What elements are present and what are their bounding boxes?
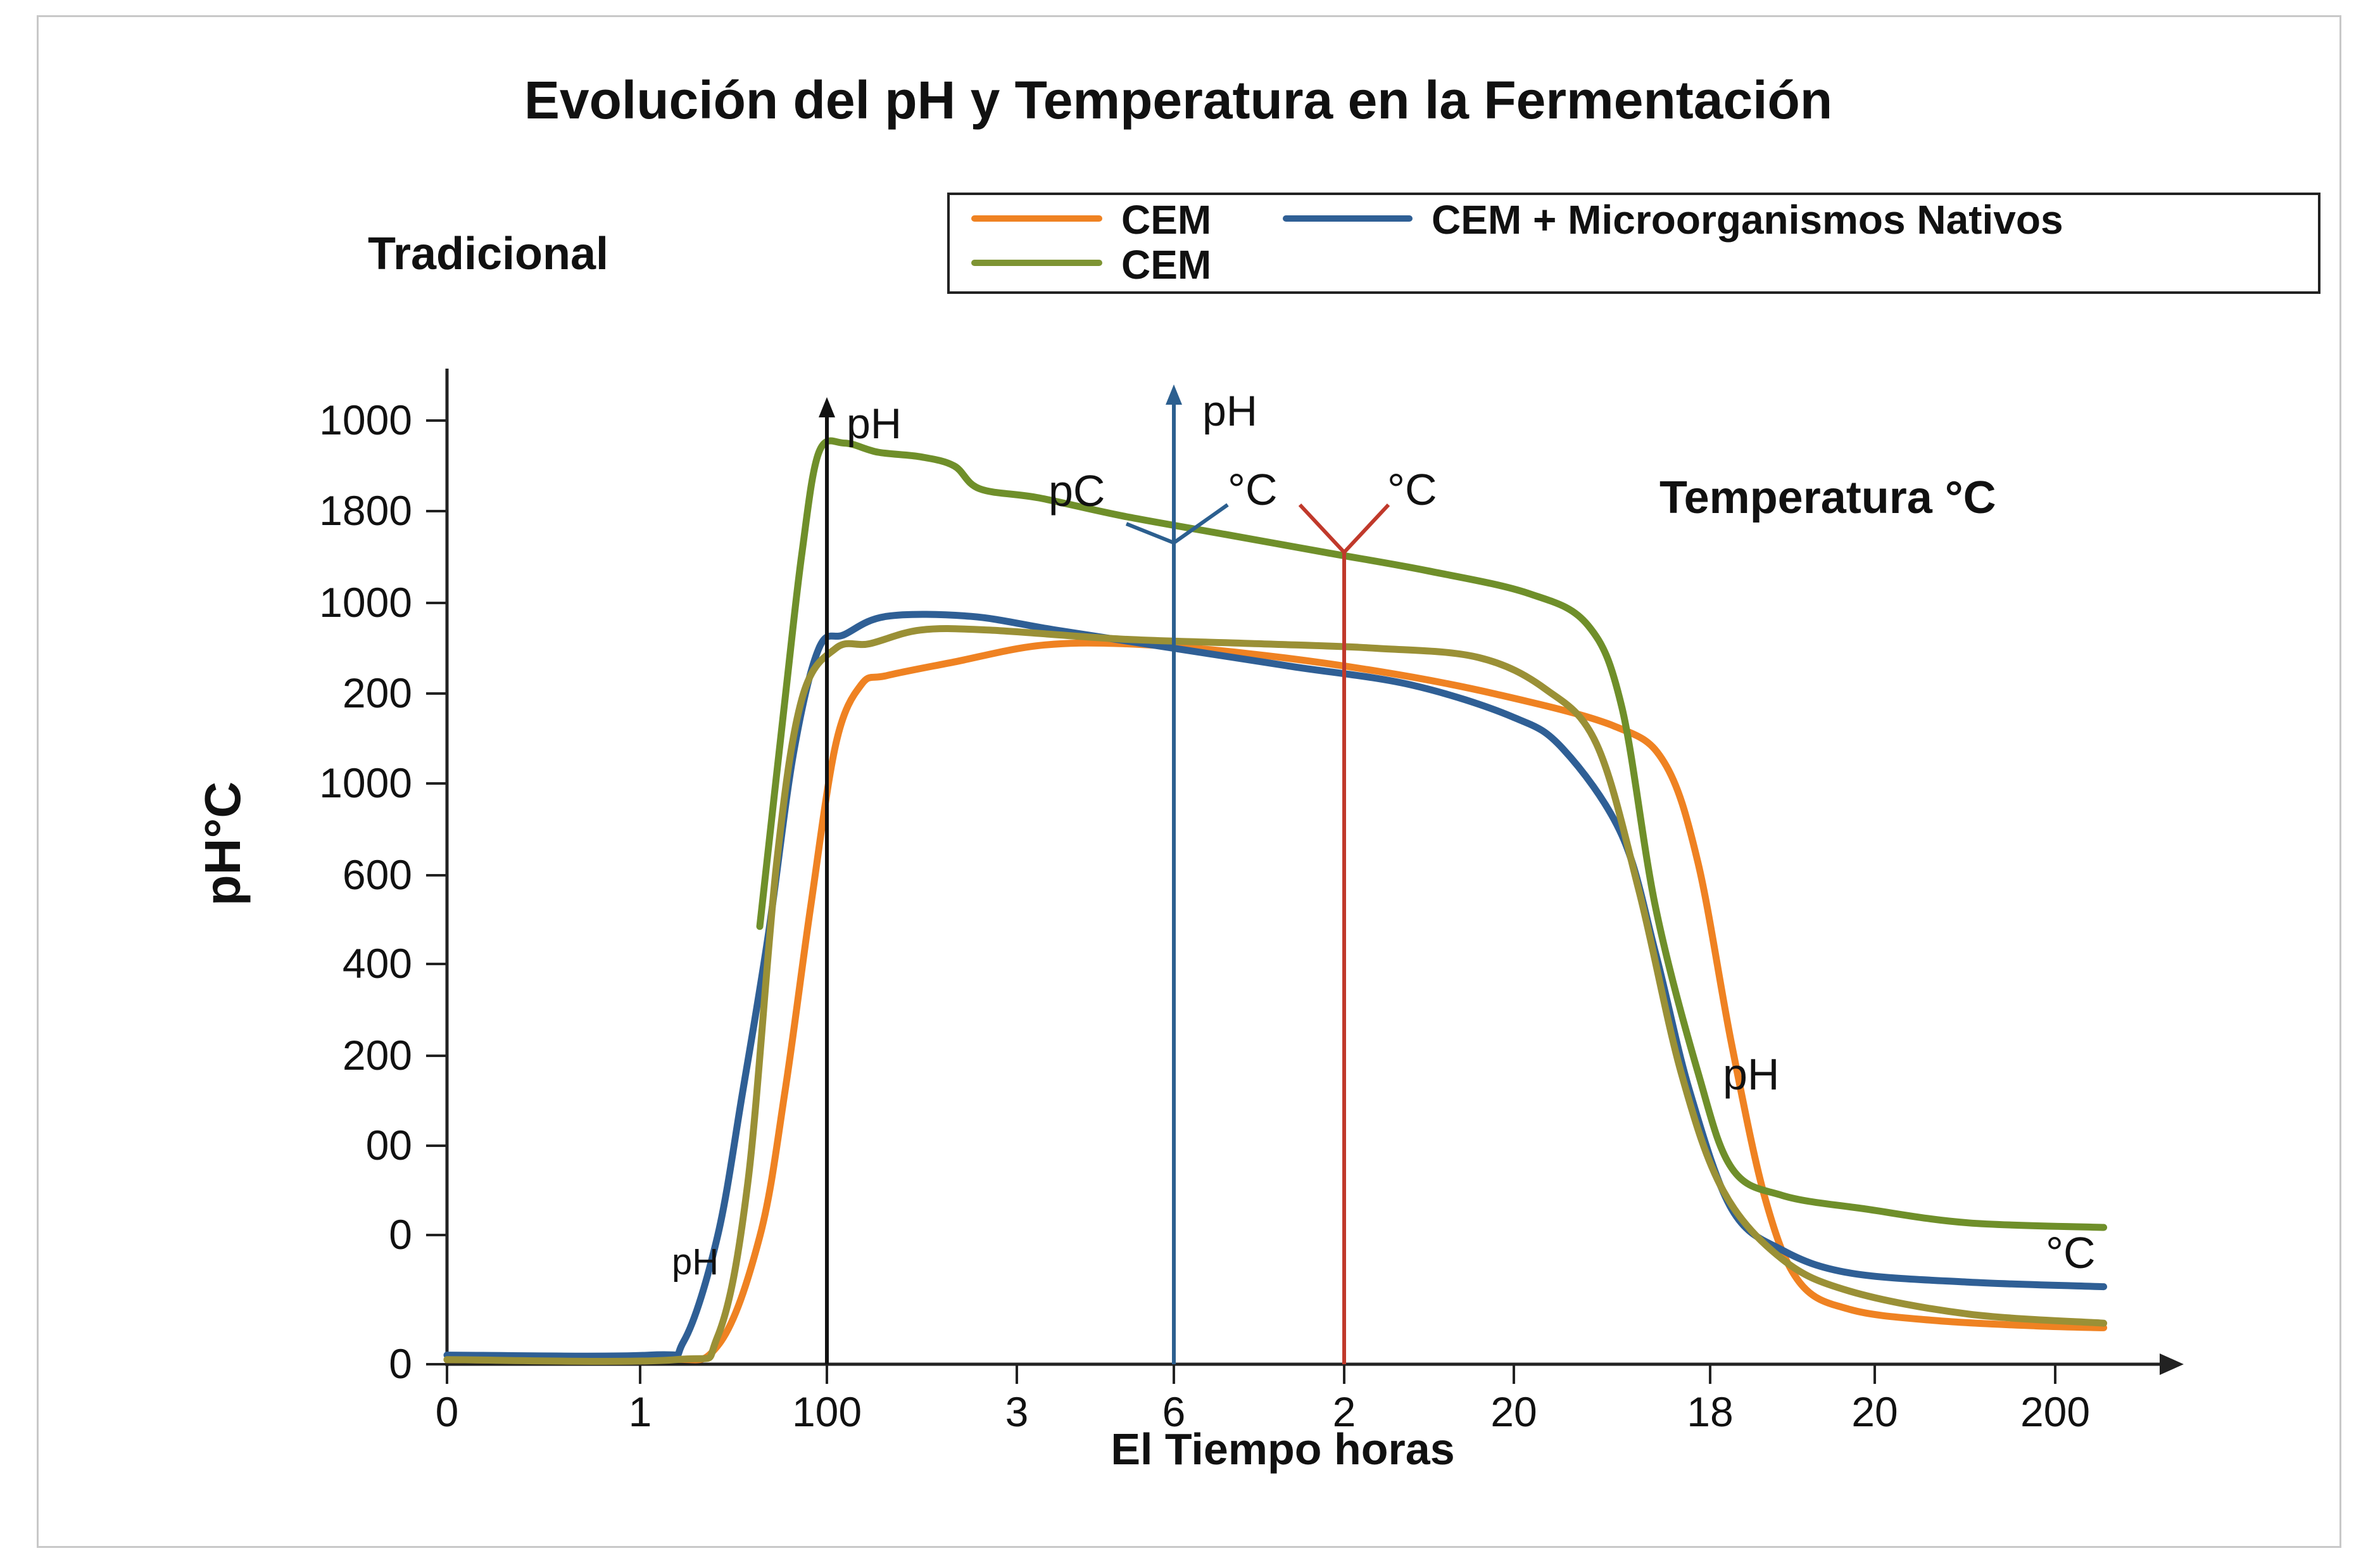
x-tick-label: 2 xyxy=(1333,1388,1356,1435)
series-line-cem-green xyxy=(756,437,2108,1231)
y-tick-label: 1000 xyxy=(319,579,412,626)
y-tick-label: 00 xyxy=(366,1122,412,1169)
marker-label-black: pH xyxy=(847,400,902,448)
y-tick-label: 0 xyxy=(389,1340,412,1387)
legend-label-3: CEM xyxy=(1121,242,1211,288)
x-tick-label: 18 xyxy=(1687,1388,1733,1435)
y-axis-label: pH°C xyxy=(194,782,251,906)
chart-subtitle: Tradicional xyxy=(368,229,608,279)
legend-box xyxy=(947,193,2320,294)
x-tick-label: 0 xyxy=(436,1388,459,1435)
series-layer xyxy=(443,437,2108,1365)
marker-fork-red xyxy=(1298,503,1390,555)
y-tick-label: 0 xyxy=(389,1211,412,1258)
series-line-cem-olive xyxy=(443,625,2108,1365)
chart-frame: Evolución del pH y Temperatura en la Fer… xyxy=(37,15,2341,1548)
legend-label-1: CEM xyxy=(1121,197,1211,243)
annotation-degc-red: °C xyxy=(1387,465,1437,514)
annotations: pH pC °C °C Temperatura °C pH °C xyxy=(672,465,2096,1283)
marker-arrow-black xyxy=(819,397,835,417)
annotation-ph-low: pH xyxy=(672,1241,719,1283)
x-tick-label: 6 xyxy=(1162,1388,1186,1435)
y-tick-label: 600 xyxy=(343,851,412,898)
annotation-ph-right: pH xyxy=(1723,1049,1779,1099)
marker-label-blue: pH xyxy=(1202,387,1257,435)
markers: pH pH xyxy=(819,384,1390,1364)
axes xyxy=(445,369,2184,1375)
x-tick-label: 100 xyxy=(792,1388,862,1435)
marker-fork-blue xyxy=(1125,503,1229,545)
y-tick-label: 200 xyxy=(343,1032,412,1079)
x-tick-label: 20 xyxy=(1490,1388,1537,1435)
chart-svg: Evolución del pH y Temperatura en la Fer… xyxy=(194,70,2320,1474)
annotation-pc: pC xyxy=(1048,466,1105,516)
x-axis-arrow xyxy=(2160,1353,2184,1375)
legend: CEM CEM + Microorganismos Nativos CEM xyxy=(947,193,2320,294)
y-tick-label: 1800 xyxy=(319,487,412,534)
x-tick-label: 200 xyxy=(2020,1388,2090,1435)
annotation-degc-right: °C xyxy=(2046,1228,2096,1277)
chart-title: Evolución del pH y Temperatura en la Fer… xyxy=(524,70,1832,130)
x-tick-label: 3 xyxy=(1005,1388,1029,1435)
x-axis-label: El Tiempo horas xyxy=(1111,1424,1454,1474)
x-tick-label: 1 xyxy=(629,1388,652,1435)
marker-arrow-blue xyxy=(1166,384,1182,405)
series-line-cem-orange xyxy=(443,639,2108,1364)
annotation-temperature: Temperatura °C xyxy=(1659,472,1996,523)
y-tick-label: 1000 xyxy=(319,759,412,806)
x-axis-ticks: 0 1 100 3 6 2 20 18 20 200 xyxy=(436,1364,2090,1435)
x-tick-label: 20 xyxy=(1851,1388,1898,1435)
y-tick-label: 1000 xyxy=(319,396,412,443)
y-tick-label: 400 xyxy=(343,940,412,987)
y-tick-label: 200 xyxy=(343,669,412,716)
annotation-degc-blue: °C xyxy=(1228,465,1278,514)
legend-label-2: CEM + Microorganismos Nativos xyxy=(1432,197,2063,243)
